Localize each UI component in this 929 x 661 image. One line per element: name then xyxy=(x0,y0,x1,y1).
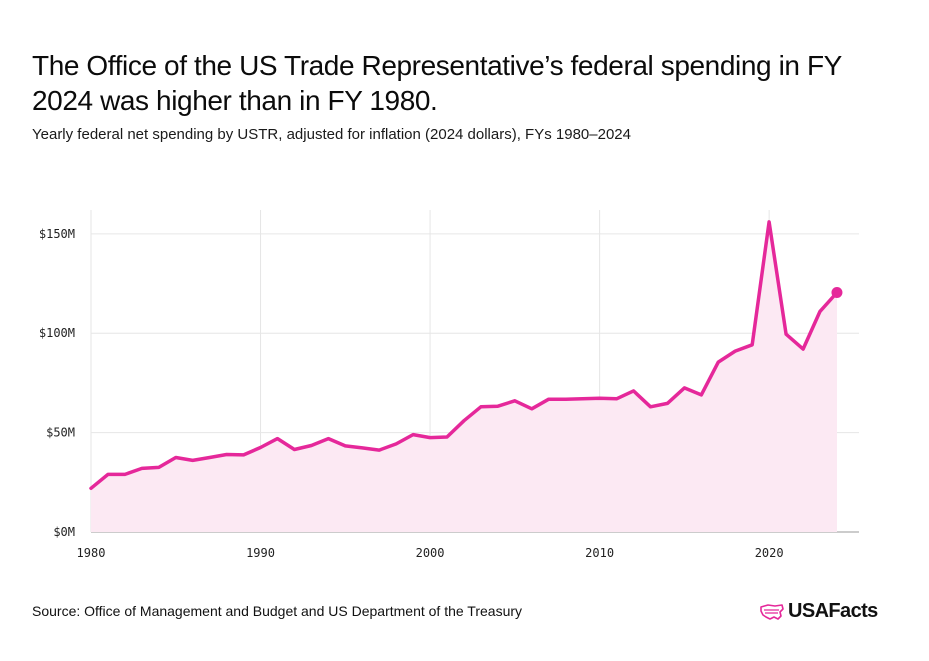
data-points-layer xyxy=(90,220,843,490)
data-point xyxy=(530,407,533,410)
data-point xyxy=(446,435,449,438)
data-point xyxy=(191,459,194,462)
series-line-layer xyxy=(89,220,839,491)
data-point xyxy=(547,398,550,401)
usa-map-icon xyxy=(760,603,784,620)
data-point xyxy=(361,446,364,449)
data-point xyxy=(666,402,669,405)
data-point xyxy=(344,444,347,447)
x-tick-label: 2020 xyxy=(755,546,784,560)
data-point xyxy=(513,399,516,402)
data-point xyxy=(700,393,703,396)
y-tick-label: $150M xyxy=(39,227,75,241)
data-point xyxy=(293,448,296,451)
data-point xyxy=(734,350,737,353)
data-point xyxy=(683,386,686,389)
data-point xyxy=(208,456,211,459)
data-point xyxy=(751,343,754,346)
chart-subtitle: Yearly federal net spending by USTR, adj… xyxy=(32,126,631,143)
data-point xyxy=(649,405,652,408)
usafacts-logo[interactable]: USAFacts xyxy=(760,600,878,623)
series-line xyxy=(89,220,839,491)
data-point xyxy=(615,397,618,400)
series-area xyxy=(91,221,837,532)
data-point xyxy=(90,487,93,490)
data-point xyxy=(802,348,805,351)
x-tick-label: 1980 xyxy=(77,546,106,560)
data-point xyxy=(717,361,720,364)
data-point xyxy=(157,466,160,469)
logo-text: USAFacts xyxy=(788,600,878,622)
data-point xyxy=(598,397,601,400)
data-point-latest xyxy=(831,286,843,298)
data-point xyxy=(632,389,635,392)
data-point xyxy=(564,398,567,401)
chart-title: The Office of the US Trade Representativ… xyxy=(32,50,842,116)
data-point xyxy=(327,437,330,440)
data-point xyxy=(174,456,177,459)
data-point xyxy=(819,310,822,313)
data-point xyxy=(140,467,143,470)
data-point xyxy=(123,473,126,476)
data-point xyxy=(768,220,771,223)
data-point xyxy=(310,444,313,447)
x-tick-label: 1990 xyxy=(246,546,275,560)
data-point xyxy=(259,446,262,449)
data-point xyxy=(412,433,415,436)
x-tick-label: 2000 xyxy=(416,546,445,560)
source-note: Source: Office of Management and Budget … xyxy=(32,603,523,619)
x-axis-ticks: 1980 1990 2000 2010 2020 xyxy=(77,546,784,560)
data-point xyxy=(242,453,245,456)
data-point xyxy=(785,333,788,336)
y-tick-label: $100M xyxy=(39,326,75,340)
data-point xyxy=(496,405,499,408)
data-point xyxy=(225,453,228,456)
area-fill-layer xyxy=(91,221,837,532)
data-point xyxy=(479,405,482,408)
data-point xyxy=(395,442,398,445)
data-point xyxy=(429,436,432,439)
data-point xyxy=(462,419,465,422)
x-tick-label: 2010 xyxy=(585,546,614,560)
y-tick-label: $50M xyxy=(46,426,75,440)
data-point xyxy=(581,397,584,400)
data-point xyxy=(276,437,279,440)
data-point xyxy=(378,449,381,452)
y-axis-ticks: $0M $50M $100M $150M xyxy=(39,227,75,539)
data-point xyxy=(106,473,109,476)
y-tick-label: $0M xyxy=(53,525,75,539)
